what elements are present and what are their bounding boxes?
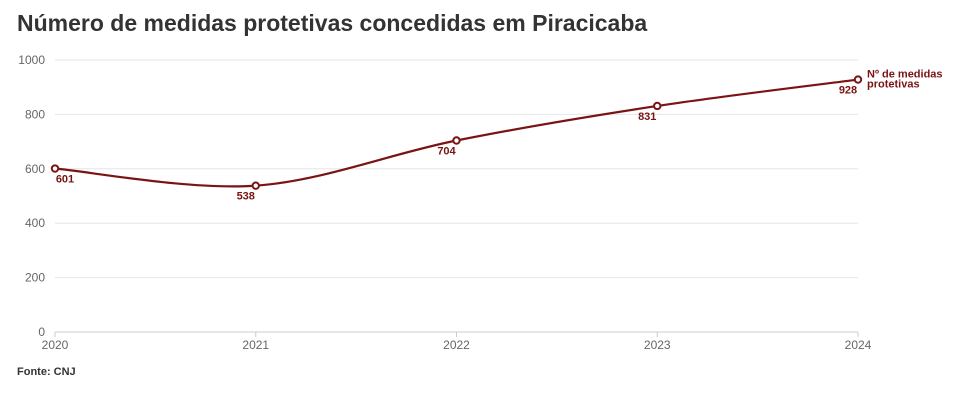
y-axis-ticks: 0 200 400 600 800 1000 (18, 53, 45, 339)
y-tick-1000: 1000 (18, 53, 45, 67)
x-tick-2020: 2020 (42, 338, 69, 352)
series-line (54, 78, 859, 188)
data-point-2020 (50, 164, 60, 173)
y-tick-800: 800 (25, 107, 45, 121)
x-tick-2021: 2021 (242, 338, 269, 352)
x-tick-2023: 2023 (644, 338, 671, 352)
data-point-2022 (452, 136, 461, 145)
data-label-2022: 704 (437, 146, 456, 158)
series-layer (50, 75, 863, 190)
x-tick-2022: 2022 (443, 338, 470, 352)
data-point-2024 (853, 75, 863, 84)
data-label-2021: 538 (237, 191, 255, 203)
x-tick-2024: 2024 (845, 338, 872, 352)
data-point-2023 (653, 101, 662, 111)
chart-title: Número de medidas protetivas concedidas … (17, 10, 648, 36)
series-label-line-1: protetivas (867, 79, 920, 91)
gridlines (54, 59, 859, 337)
data-label-2023: 831 (638, 111, 656, 123)
y-tick-600: 600 (25, 162, 45, 176)
data-point-2021 (251, 181, 260, 190)
x-axis-ticks: 2020 2021 2022 2023 2024 (42, 338, 872, 352)
source-note: Fonte: CNJ (17, 366, 76, 378)
data-label-2024: 928 (839, 85, 857, 97)
y-tick-400: 400 (25, 216, 45, 230)
series-label-line-0: Nº de medidas (867, 69, 943, 81)
y-tick-0: 0 (38, 325, 45, 339)
y-tick-200: 200 (25, 271, 45, 285)
data-label-2020: 601 (56, 174, 74, 186)
